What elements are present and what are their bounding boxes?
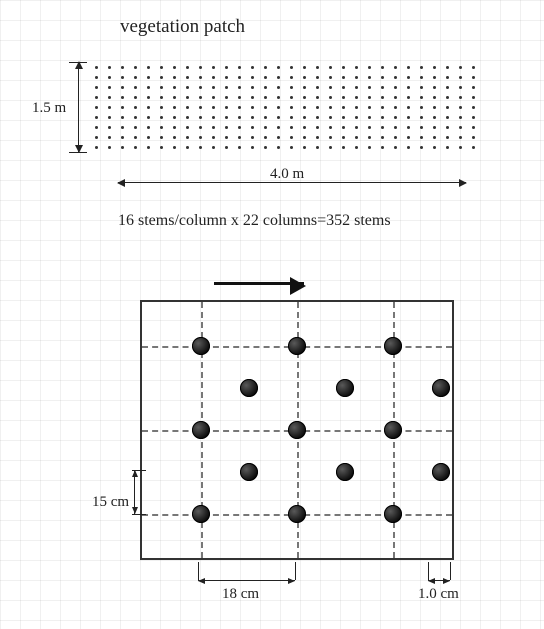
stem-dot — [288, 505, 306, 523]
stem-dot — [192, 421, 210, 439]
stem-array — [90, 62, 480, 152]
stem-dot — [336, 379, 354, 397]
height-arrow — [78, 62, 79, 152]
dim-18cm-label: 18 cm — [222, 586, 259, 603]
height-label: 1.5 m — [32, 100, 66, 117]
stem-dot — [384, 421, 402, 439]
dim-15cm-label: 15 cm — [92, 494, 129, 511]
dim-1cm-arrow — [428, 580, 450, 581]
stem-dot — [288, 337, 306, 355]
height-arrow-serif-top — [69, 62, 87, 63]
dim-18cm-arrow — [198, 580, 295, 581]
stem-dot — [384, 505, 402, 523]
stems-caption: 16 stems/column x 22 columns=352 stems — [118, 212, 391, 230]
unit-cell — [140, 300, 454, 560]
stem-dot — [240, 379, 258, 397]
dim-1cm-tick-l — [428, 562, 429, 580]
width-label: 4.0 m — [270, 166, 304, 183]
dim-15cm-tick-top — [132, 470, 146, 471]
dim-15cm-arrow — [134, 470, 135, 514]
height-arrow-serif-bot — [69, 152, 87, 153]
stem-dot — [192, 337, 210, 355]
dim-1cm-tick-r — [450, 562, 451, 580]
dim-15cm-tick-bot — [132, 514, 146, 515]
stem-dot — [336, 463, 354, 481]
flow-arrow — [214, 282, 304, 285]
title: vegetation patch — [120, 16, 245, 38]
dim-18cm-tick-r — [295, 562, 296, 580]
stem-dot — [432, 379, 450, 397]
dim-1cm-label: 1.0 cm — [418, 586, 459, 603]
stem-dot — [384, 337, 402, 355]
stem-dot — [288, 421, 306, 439]
stem-dot — [240, 463, 258, 481]
stem-dot — [192, 505, 210, 523]
stem-dot — [432, 463, 450, 481]
dim-18cm-tick-l — [198, 562, 199, 580]
